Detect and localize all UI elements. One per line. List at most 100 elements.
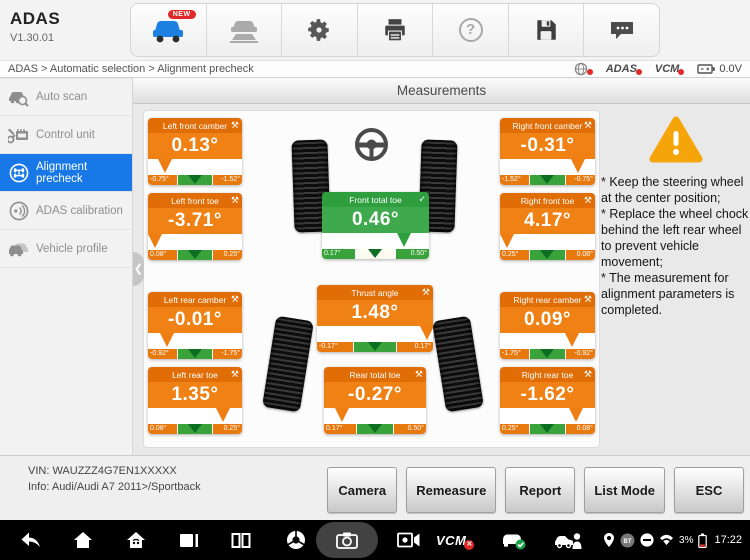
save-button[interactable] bbox=[509, 4, 585, 56]
zone-notch-icon bbox=[187, 349, 202, 358]
browser-button[interactable] bbox=[283, 520, 309, 560]
esc-button[interactable]: ESC bbox=[674, 467, 744, 513]
card-range-bar: 0.25° 0.08° bbox=[500, 424, 595, 434]
card-header: Right front toe ⚒ bbox=[500, 193, 595, 208]
camera-button[interactable]: Camera bbox=[327, 467, 398, 513]
card-range-bar: -1.52° -0.75° bbox=[500, 175, 595, 185]
battery-low-icon bbox=[698, 533, 708, 548]
app-home-button[interactable] bbox=[123, 520, 149, 560]
card-gauge bbox=[322, 233, 429, 249]
sidebar-collapse-handle[interactable]: ❮ bbox=[133, 252, 144, 286]
gauge-marker-icon bbox=[159, 333, 174, 347]
breadcrumb-bar: ADAS > Automatic selection > Alignment p… bbox=[0, 60, 750, 78]
driver-mode-button[interactable] bbox=[550, 520, 586, 560]
chrome-icon bbox=[287, 531, 305, 549]
control-unit-icon bbox=[8, 126, 29, 144]
card-header: Right front camber ⚒ bbox=[500, 118, 595, 133]
recent-apps-button[interactable] bbox=[176, 520, 202, 560]
vcm-status: VCM bbox=[655, 63, 685, 75]
display-brightness-icon bbox=[397, 532, 420, 548]
range-max-label: 0.17° bbox=[414, 343, 431, 350]
alignment-precheck-icon bbox=[8, 163, 29, 183]
sidebar-item-alignment-precheck[interactable]: Alignment precheck bbox=[0, 154, 132, 192]
tools-icon: ⚒ bbox=[583, 294, 592, 304]
range-max-label: -0.92° bbox=[574, 350, 593, 357]
sidebar-item-adas-calibration[interactable]: ADAS calibration bbox=[0, 192, 132, 230]
vin-label: VIN: WAUZZZ4G7EN1XXXXX bbox=[28, 465, 177, 477]
card-header: Right rear toe ⚒ bbox=[500, 367, 595, 382]
card-right-rear-toe[interactable]: Right rear toe ⚒ -1.62° 0.25° 0.08° bbox=[500, 367, 595, 434]
card-front-total-toe[interactable]: Front total toe ✓ 0.46° 0.17° 0.50° bbox=[322, 192, 429, 259]
range-target-zone bbox=[177, 175, 213, 185]
split-screen-button[interactable] bbox=[228, 520, 254, 560]
list-mode-button[interactable]: List Mode bbox=[584, 467, 665, 513]
display-cast-button[interactable] bbox=[394, 520, 424, 560]
network-status bbox=[574, 62, 594, 76]
card-right-front-camber[interactable]: Right front camber ⚒ -0.31° -1.52° -0.75° bbox=[500, 118, 595, 185]
vehicle-connected-button[interactable] bbox=[496, 520, 530, 560]
card-left-front-camber[interactable]: Left front camber ⚒ 0.13° -0.75° -1.52° bbox=[148, 118, 242, 185]
top-header: ADAS V1.30.01 NEW bbox=[0, 0, 750, 60]
vcm-status-button[interactable]: VCM ✕ bbox=[436, 520, 476, 560]
range-target-zone bbox=[355, 249, 396, 259]
gauge-marker-icon bbox=[500, 234, 514, 248]
card-right-front-toe[interactable]: Right front toe ⚒ 4.17° 0.25° 0.08° bbox=[500, 193, 595, 260]
chat-button[interactable] bbox=[584, 4, 659, 56]
split-screen-icon bbox=[231, 532, 251, 548]
adas-status: ADAS bbox=[606, 63, 643, 75]
card-title: Thrust angle bbox=[351, 287, 399, 298]
sidebar-item-control-unit[interactable]: Control unit bbox=[0, 116, 132, 154]
card-gauge bbox=[148, 159, 242, 175]
range-target-zone bbox=[529, 175, 566, 185]
card-header: Left front camber ⚒ bbox=[148, 118, 242, 133]
vehicle-lift-button[interactable] bbox=[207, 4, 283, 56]
screenshot-camera-button[interactable] bbox=[316, 522, 378, 558]
vcm-label: VCM bbox=[436, 532, 467, 548]
globe-icon bbox=[574, 62, 588, 76]
print-button[interactable] bbox=[358, 4, 434, 56]
card-header: Left rear toe ⚒ bbox=[148, 367, 242, 382]
sidebar-item-auto-scan[interactable]: Auto scan bbox=[0, 78, 132, 116]
gauge-marker-icon bbox=[420, 326, 433, 340]
tools-icon: ⚒ bbox=[583, 120, 592, 130]
back-button[interactable] bbox=[18, 520, 44, 560]
sidebar-item-vehicle-profile[interactable]: Vehicle profile bbox=[0, 230, 132, 268]
zone-notch-icon bbox=[367, 342, 382, 351]
range-target-zone bbox=[177, 424, 213, 434]
range-max-label: 0.08° bbox=[576, 251, 593, 258]
card-title: Left front toe bbox=[171, 195, 219, 206]
card-thrust-angle[interactable]: Thrust angle ⚒ 1.48° -0.17° 0.17° bbox=[317, 285, 433, 352]
gear-icon bbox=[308, 19, 330, 41]
range-target-zone bbox=[529, 250, 566, 260]
voltage-status: 0.0V bbox=[697, 62, 742, 76]
card-left-front-toe[interactable]: Left front toe ⚒ -3.71° 0.08° 0.25° bbox=[148, 193, 242, 260]
range-max-label: -1.52° bbox=[221, 176, 240, 183]
vehicle-diagnostics-button[interactable]: NEW bbox=[131, 4, 207, 56]
back-icon bbox=[21, 532, 40, 547]
card-header: Rear total toe ⚒ bbox=[324, 367, 426, 382]
card-right-rear-camber[interactable]: Right rear camber ⚒ 0.09° -1.75° -0.92° bbox=[500, 292, 595, 359]
printer-icon bbox=[385, 19, 405, 42]
app-title: ADAS bbox=[10, 9, 61, 28]
range-min-label: -1.75° bbox=[502, 350, 521, 357]
card-value: 4.17° bbox=[500, 208, 595, 234]
settings-button[interactable] bbox=[282, 4, 358, 56]
top-toolbar: NEW ? bbox=[130, 3, 660, 57]
card-left-rear-toe[interactable]: Left rear toe ⚒ 1.35° 0.08° 0.25° bbox=[148, 367, 242, 434]
gauge-marker-icon bbox=[570, 159, 585, 173]
remeasure-button[interactable]: Remeasure bbox=[406, 467, 497, 513]
card-rear-total-toe[interactable]: Rear total toe ⚒ -0.27° 0.17° 0.50° bbox=[324, 367, 426, 434]
card-header: Left rear camber ⚒ bbox=[148, 292, 242, 307]
report-button[interactable]: Report bbox=[505, 467, 576, 513]
connection-status-cluster: ADAS VCM 0.0V bbox=[574, 62, 750, 76]
zone-notch-icon bbox=[367, 424, 382, 433]
home-button[interactable] bbox=[70, 520, 96, 560]
help-button[interactable]: ? bbox=[433, 4, 509, 56]
app-version: V1.30.01 bbox=[10, 32, 55, 44]
gauge-marker-icon bbox=[157, 159, 172, 173]
card-value: -0.31° bbox=[500, 133, 595, 159]
card-title: Right front toe bbox=[520, 195, 575, 206]
card-gauge bbox=[148, 333, 242, 349]
warning-icon bbox=[649, 116, 703, 163]
card-left-rear-camber[interactable]: Left rear camber ⚒ -0.01° -0.92° -1.75° bbox=[148, 292, 242, 359]
